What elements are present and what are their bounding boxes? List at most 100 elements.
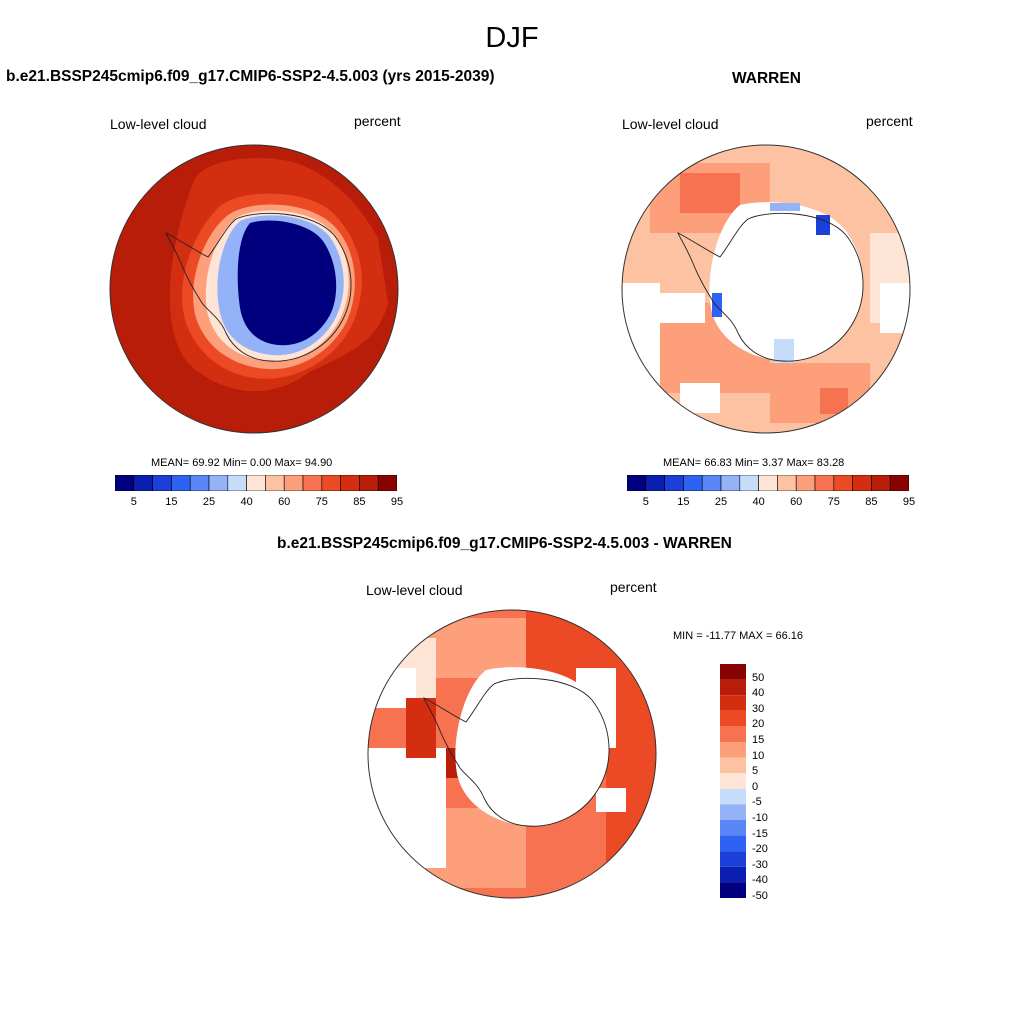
colorbar-tick-label: 20 [752, 718, 765, 731]
colorbar-swatch [795, 475, 816, 491]
colorbar-swatch [720, 475, 741, 491]
panel3-units-label: percent [610, 579, 657, 595]
colorbar-tick-label: 25 [202, 496, 216, 508]
panel1-ice-sheet-core [237, 220, 337, 346]
colorbar-swatch [115, 475, 135, 491]
panel2-title: WARREN [732, 70, 801, 87]
panel3-title: b.e21.BSSP245cmip6.f09_g17.CMIP6-SSP2-4.… [277, 535, 732, 552]
panel2-map-border [621, 144, 911, 434]
panel2-missing-c [880, 283, 910, 333]
colorbar-swatch [133, 475, 153, 491]
colorbar-swatch [758, 475, 778, 491]
panel2-stats: MEAN= 66.83 Min= 3.37 Max= 83.28 [663, 457, 845, 469]
colorbar-swatch [720, 757, 746, 774]
panel1-units-label: percent [354, 113, 401, 129]
colorbar-swatch [720, 788, 746, 805]
panel2-polar-map [621, 144, 911, 434]
panel1-stats: MEAN= 69.92 Min= 0.00 Max= 94.90 [151, 457, 333, 469]
panel2-blue-patch-a [770, 203, 800, 211]
colorbar-swatch [171, 475, 191, 491]
colorbar-swatch [701, 475, 722, 491]
colorbar-tick-label: 40 [752, 496, 765, 508]
colorbar-tick-label: -15 [752, 827, 768, 840]
colorbar-tick-label: 85 [865, 496, 878, 508]
colorbar-tick-label: -20 [752, 843, 768, 856]
colorbar-swatches [627, 475, 909, 491]
colorbar-tick-label: 40 [240, 496, 253, 508]
panel3-polar-map [367, 609, 657, 899]
colorbar-swatch [739, 475, 759, 491]
panel3-map-border [367, 609, 657, 899]
colorbar-swatch [720, 851, 746, 867]
panel3-missing-d [596, 788, 626, 812]
colorbar-swatch [720, 742, 746, 758]
colorbar-tick-label: -50 [752, 890, 768, 902]
colorbar-tick-label: 15 [677, 496, 690, 508]
colorbar-swatch [720, 835, 746, 852]
panel2-colorbar: 5 15 25 40 60 75 85 95 [627, 475, 915, 513]
panel2-patch-b [680, 173, 740, 213]
panel3-dark-patch-a [406, 698, 436, 758]
panel2-antarctic-interior [709, 202, 864, 362]
colorbar-tick-label: 15 [752, 734, 765, 746]
colorbar-tick-label: 75 [315, 496, 328, 508]
panel2-missing-b [660, 293, 705, 323]
colorbar-tick-label: 50 [752, 671, 765, 684]
panel3-colorbar: 50 40 30 20 15 10 5 0 -5 -10 -15 -20 -30 -40 -50 [720, 664, 800, 902]
colorbar-swatch [340, 475, 360, 491]
panel2-missing-a [622, 283, 660, 403]
colorbar-swatch [889, 475, 909, 491]
colorbar-tick-label: -10 [752, 812, 768, 824]
panel3-variable-label: Low-level cloud [366, 582, 463, 598]
panel1-coastline [165, 212, 352, 362]
colorbar-swatch [359, 475, 379, 491]
colorbar-swatch [720, 679, 746, 696]
panel3-stats: MIN = -11.77 MAX = 66.16 [673, 630, 804, 642]
colorbar-swatch [377, 475, 397, 491]
colorbar-swatch [246, 475, 266, 491]
colorbar-swatch [683, 475, 703, 491]
colorbar-swatch [720, 866, 746, 883]
colorbar-swatch [720, 773, 746, 789]
colorbar-swatch [302, 475, 323, 491]
panel1-variable-label: Low-level cloud [110, 116, 207, 132]
colorbar-tick-label: 5 [642, 496, 649, 508]
colorbar-swatch [265, 475, 285, 491]
panel1-map-border [109, 144, 399, 434]
colorbar-swatch [833, 475, 853, 491]
colorbar-swatches [720, 664, 746, 898]
colorbar-swatch [720, 820, 746, 836]
panel2-blue-patch-d [774, 339, 794, 363]
panel1-colorbar: 5 15 25 40 60 75 85 95 [115, 475, 403, 513]
colorbar-swatch [720, 695, 746, 711]
colorbar-tick-label: 85 [353, 496, 366, 508]
colorbar-tick-label: 40 [752, 687, 765, 700]
panel2-blue-patch-c [712, 293, 722, 317]
colorbar-swatch [852, 475, 872, 491]
colorbar-swatch [720, 726, 746, 742]
panel2-patch-e [820, 388, 848, 414]
colorbar-tick-label: 60 [278, 496, 291, 508]
panel1-polar-map [109, 144, 399, 434]
panel1-title: b.e21.BSSP245cmip6.f09_g17.CMIP6-SSP2-4.… [6, 68, 495, 85]
colorbar-tick-label: 25 [714, 496, 728, 508]
colorbar-swatches [115, 475, 397, 491]
colorbar-swatch [645, 475, 665, 491]
colorbar-swatch [814, 475, 835, 491]
panel3-antarctic-interior [455, 667, 610, 827]
colorbar-tick-label: -30 [752, 858, 768, 871]
colorbar-tick-label: 95 [902, 496, 916, 508]
colorbar-tick-label: 95 [390, 496, 404, 508]
colorbar-tick-label: 10 [752, 749, 765, 762]
colorbar-tick-label: 0 [752, 780, 759, 793]
colorbar-swatch [152, 475, 172, 491]
panel2-missing-d [680, 383, 720, 413]
colorbar-tick-label: 30 [752, 702, 765, 715]
colorbar-tick-label: 5 [752, 765, 759, 778]
colorbar-swatch [227, 475, 247, 491]
colorbar-swatch [664, 475, 684, 491]
colorbar-swatch [720, 882, 746, 898]
colorbar-swatch [627, 475, 647, 491]
colorbar-swatch [777, 475, 797, 491]
figure-title: DJF [485, 22, 539, 54]
